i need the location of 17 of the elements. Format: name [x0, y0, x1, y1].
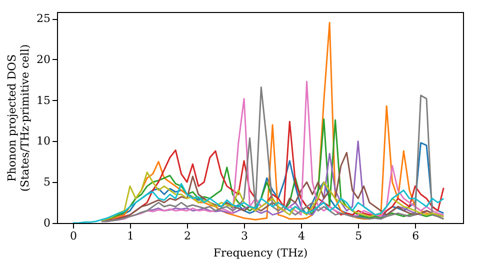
x-tick-label: 3: [241, 230, 248, 242]
x-tick-label: 6: [412, 230, 420, 242]
y-axis-title: Phonon projected DOS (States/THz·primitive cell): [6, 44, 32, 192]
y-tick-label: 25: [36, 12, 50, 26]
y-tick-label: 15: [36, 94, 50, 107]
x-tick-label: 0: [70, 230, 77, 242]
x-tick-label: 2: [184, 230, 192, 242]
y-tick-label: 5: [44, 176, 50, 189]
x-axis-title: Frequency (THz): [213, 246, 308, 260]
x-tick-label: 1: [126, 230, 134, 242]
x-tick-label: 5: [355, 230, 362, 242]
line-series: [100, 172, 444, 222]
y-tick-label: 0: [44, 216, 50, 230]
line-series: [72, 182, 444, 223]
y-tick-label: 20: [36, 52, 50, 66]
x-tick-label: 4: [298, 230, 306, 242]
y-tick-label: 10: [36, 134, 50, 148]
